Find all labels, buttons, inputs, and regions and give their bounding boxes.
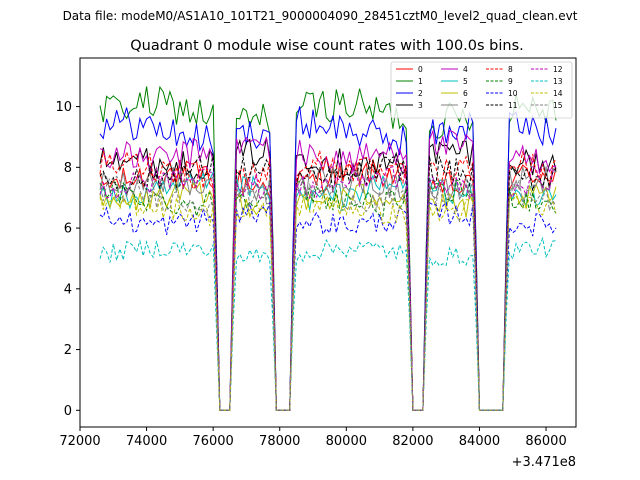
- series-line-5: [99, 171, 557, 411]
- y-tick-label-4: 4: [64, 282, 72, 297]
- legend-label-11: 11: [508, 101, 518, 110]
- series-line-4: [99, 129, 557, 411]
- legend-label-14: 14: [553, 89, 563, 98]
- series-line-1: [99, 85, 557, 411]
- series-line-13: [99, 236, 557, 411]
- series-line-15: [99, 175, 557, 411]
- legend-box: [390, 61, 573, 119]
- legend-label-15: 15: [553, 101, 563, 110]
- series-line-10: [99, 201, 557, 411]
- y-axis: 0 2 4 6 8 10: [55, 100, 80, 419]
- series-line-8: [99, 150, 557, 411]
- y-tick-label-10: 10: [55, 100, 72, 115]
- x-tick-label-78000: 78000: [259, 434, 300, 449]
- legend-label-10: 10: [508, 89, 518, 98]
- y-tick-label-8: 8: [64, 161, 72, 176]
- legend-label-1: 1: [418, 77, 423, 86]
- legend-label-8: 8: [508, 65, 513, 74]
- legend-label-4: 4: [463, 65, 468, 74]
- y-tick-label-6: 6: [64, 222, 72, 237]
- series-line-9: [99, 179, 557, 411]
- axes-frame: [79, 57, 577, 428]
- x-tick-label-72000: 72000: [59, 434, 100, 449]
- x-tick-label-74000: 74000: [126, 434, 167, 449]
- x-tick-label-76000: 76000: [192, 434, 233, 449]
- suptitle: Data file: modeM0/AS1A10_101T21_90000040…: [63, 9, 578, 23]
- legend-label-7: 7: [463, 101, 468, 110]
- series-line-11: [99, 153, 557, 411]
- series-line-6: [99, 181, 557, 411]
- series-line-14: [99, 192, 557, 411]
- y-tick-label-2: 2: [64, 343, 72, 358]
- legend-label-13: 13: [553, 77, 563, 86]
- legend-label-6: 6: [463, 89, 468, 98]
- legend-label-12: 12: [553, 65, 563, 74]
- y-tick-label-0: 0: [64, 404, 72, 419]
- x-tick-label-86000: 86000: [525, 434, 566, 449]
- x-offset-label: +3.471e8: [512, 455, 576, 470]
- x-tick-label-80000: 80000: [326, 434, 367, 449]
- series-line-2: [99, 106, 557, 411]
- legend-label-9: 9: [508, 77, 513, 86]
- x-tick-label-84000: 84000: [459, 434, 500, 449]
- legend-label-5: 5: [463, 77, 468, 86]
- x-tick-label-82000: 82000: [392, 434, 433, 449]
- chart-title: Quadrant 0 module wise count rates with …: [130, 38, 524, 54]
- legend-label-2: 2: [418, 89, 423, 98]
- plot-series: [99, 85, 557, 411]
- x-axis: 72000 74000 76000 78000 80000 82000 84000 86000: [59, 427, 567, 449]
- legend-label-3: 3: [418, 101, 423, 110]
- legend-label-0: 0: [418, 65, 423, 74]
